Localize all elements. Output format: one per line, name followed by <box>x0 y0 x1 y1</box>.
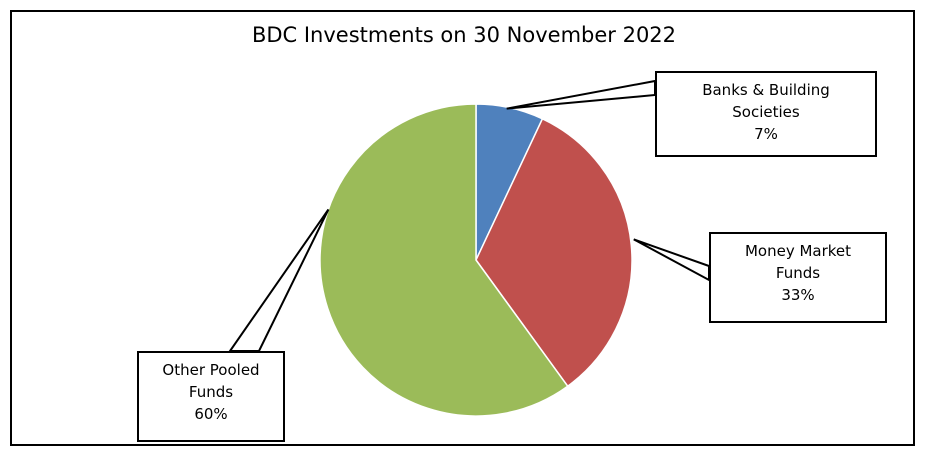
callout-name-line-1: Money Market <box>744 242 852 260</box>
callout-name-line-2: Funds <box>775 264 821 282</box>
callout-leader-1 <box>633 238 710 282</box>
callout-name-line-1: Banks & Building <box>702 81 830 99</box>
callout-percent: 60% <box>194 405 228 423</box>
callout-percent: 33% <box>781 286 815 304</box>
pie-slice-1 <box>475 117 633 388</box>
pie-slice-2 <box>319 103 569 417</box>
chart-title: BDC Investments on 30 November 2022 <box>251 23 677 47</box>
callout-name-line-2: Funds <box>188 383 234 401</box>
callout-money-market-funds: Money Market Funds 33% <box>709 232 887 323</box>
callout-name-line-2: Societies <box>732 103 800 121</box>
callout-leader-0 <box>506 79 656 110</box>
callout-name-line-1: Other Pooled <box>162 361 260 379</box>
callout-banks-building-societies: Banks & Building Societies 7% <box>655 71 877 157</box>
callout-percent: 7% <box>754 125 778 143</box>
callout-other-pooled-funds: Other Pooled Funds 60% <box>137 351 285 442</box>
callout-leader-2 <box>228 208 330 352</box>
